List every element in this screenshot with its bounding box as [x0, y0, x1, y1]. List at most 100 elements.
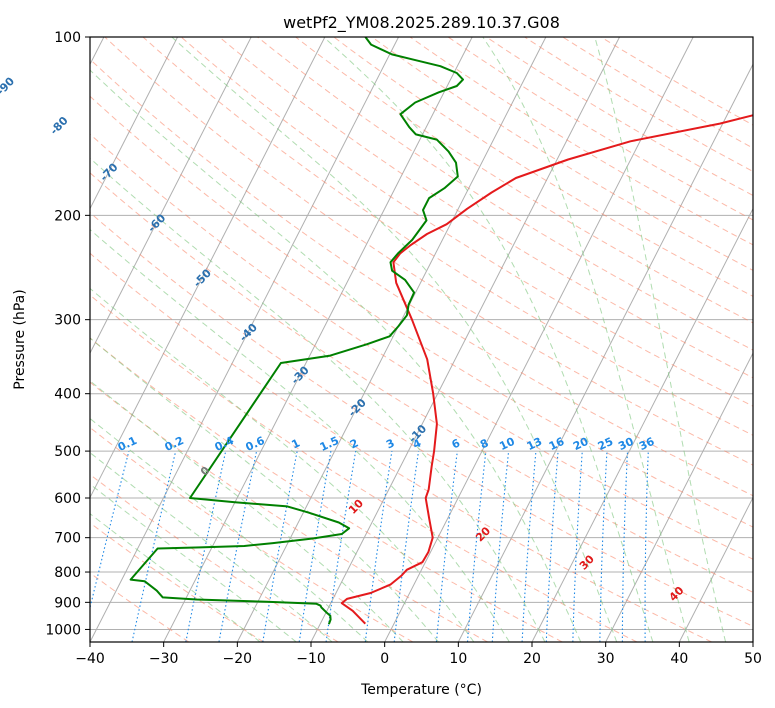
dry-adiabat-line [524, 37, 753, 173]
y-tick-label: 1000 [45, 622, 81, 638]
moist-adiabat-line [90, 228, 510, 642]
y-tick-label: 600 [54, 491, 81, 507]
mixing-ratio-line [364, 451, 393, 642]
x-axis-label: Temperature (°C) [360, 682, 482, 698]
dry-adiabat-line [90, 572, 190, 642]
dry-adiabat-line [90, 95, 753, 528]
isotherm-line [457, 63, 753, 642]
y-axis-label: Pressure (hPa) [12, 289, 28, 389]
moist-adiabat-line [171, 37, 618, 642]
y-tick-label: 300 [54, 313, 81, 329]
x-tick-label: −30 [149, 651, 179, 667]
moist-adiabat-line [90, 337, 439, 642]
mixing-ratio-line [131, 450, 177, 642]
mixing-ratio-label: 16 [547, 435, 567, 453]
moist-adiabat-line [90, 380, 404, 642]
moist-adiabat-line [90, 69, 582, 642]
mixing-ratio-label: 6 [450, 436, 463, 451]
x-tick-label: −20 [223, 651, 253, 667]
dry-adiabat-line [90, 294, 638, 642]
dry-adiabat-line [295, 37, 753, 324]
chart-title: wetPf2_YM08.2025.289.10.37.G08 [283, 13, 560, 33]
dry-adiabat-line [104, 37, 753, 466]
dry-adiabat-line [90, 133, 753, 560]
dewpoint-line [129, 37, 464, 625]
y-tick-label: 400 [54, 387, 81, 403]
x-tick-label: 40 [670, 651, 688, 667]
mixing-ratio-line [466, 451, 487, 642]
mixing-ratio-line [435, 451, 458, 642]
isotherm-label: -20 [346, 396, 369, 420]
dry-adiabat-line [90, 426, 414, 642]
isotherm-line [384, 37, 694, 642]
isotherm-label: -40 [237, 321, 260, 345]
moist-adiabat-line [90, 417, 369, 642]
x-tick-label: 30 [597, 651, 615, 667]
moist-adiabat-line [482, 37, 690, 642]
dry-adiabat-line [142, 37, 753, 436]
moist-adiabat-line [90, 451, 333, 642]
isotherm-line [605, 352, 753, 642]
dry-adiabat-line [90, 473, 339, 642]
dry-adiabat-line [257, 37, 753, 351]
dry-adiabat-line [333, 37, 753, 297]
mixing-ratio-line [325, 451, 357, 642]
mixing-ratio-line [491, 451, 510, 642]
isotherm-label: -80 [48, 114, 71, 138]
moist-adiabat-line [90, 513, 261, 642]
x-tick-label: −40 [75, 651, 105, 667]
moist-adiabat-line [90, 483, 297, 642]
dry-adiabat-line [218, 37, 753, 379]
y-tick-label: 100 [54, 30, 81, 46]
isotherm-line [531, 207, 753, 642]
mixing-ratio-label: 30 [616, 435, 636, 453]
temperature-line [340, 114, 753, 625]
moist-adiabat-label: 10 [346, 497, 366, 517]
isotherm-line [236, 37, 547, 642]
y-tick-label: 800 [54, 565, 81, 581]
mixing-ratio-line [185, 450, 227, 642]
mixing-ratio-line [644, 451, 649, 642]
moist-adiabat-line [90, 157, 546, 642]
mixing-ratio-label: 3 [384, 436, 396, 451]
moist-adiabat-label: 40 [667, 584, 687, 604]
isotherm-line [678, 496, 753, 642]
dry-adiabat-line [90, 211, 753, 628]
dry-adiabat-line [90, 172, 753, 593]
dry-adiabat-line [90, 58, 753, 497]
x-tick-label: 0 [380, 651, 389, 667]
isotherm-label: -70 [97, 160, 120, 184]
mixing-ratio-label: 13 [525, 435, 544, 453]
isotherm-line [90, 37, 252, 355]
dry-adiabat-line [600, 37, 753, 126]
plot-frame [89, 36, 754, 643]
y-tick-label: 900 [54, 595, 81, 611]
isotherm-line [752, 640, 753, 642]
isotherm-label: -50 [191, 266, 214, 290]
y-tick-label: 700 [54, 531, 81, 547]
mixing-ratio-label: 25 [596, 435, 615, 453]
mixing-ratio-label: 1 [290, 436, 302, 451]
isotherm-line [90, 37, 178, 210]
isotherm-label: -90 [0, 74, 17, 98]
mixing-ratio-line [393, 451, 420, 642]
y-tick-label: 200 [54, 208, 81, 224]
y-tick-label: 500 [54, 444, 81, 460]
isotherm-line [163, 37, 473, 642]
dry-adiabat-line [486, 37, 753, 197]
x-tick-label: −10 [296, 651, 326, 667]
isotherm-line [90, 37, 326, 499]
mixing-ratio-label: 36 [637, 435, 657, 453]
x-tick-label: 10 [449, 651, 467, 667]
moist-adiabat-line [90, 287, 475, 642]
moist-adiabat-line [323, 37, 654, 642]
isotherm-line [90, 37, 399, 642]
dry-adiabat-line [180, 37, 753, 407]
moist-adiabat-line [594, 37, 727, 642]
mixing-ratio-label: 20 [571, 435, 591, 453]
x-tick-label: 50 [744, 651, 762, 667]
x-tick-label: 20 [523, 651, 541, 667]
isotherm-label: -30 [289, 363, 312, 387]
mixing-ratio-label: 10 [497, 435, 517, 453]
